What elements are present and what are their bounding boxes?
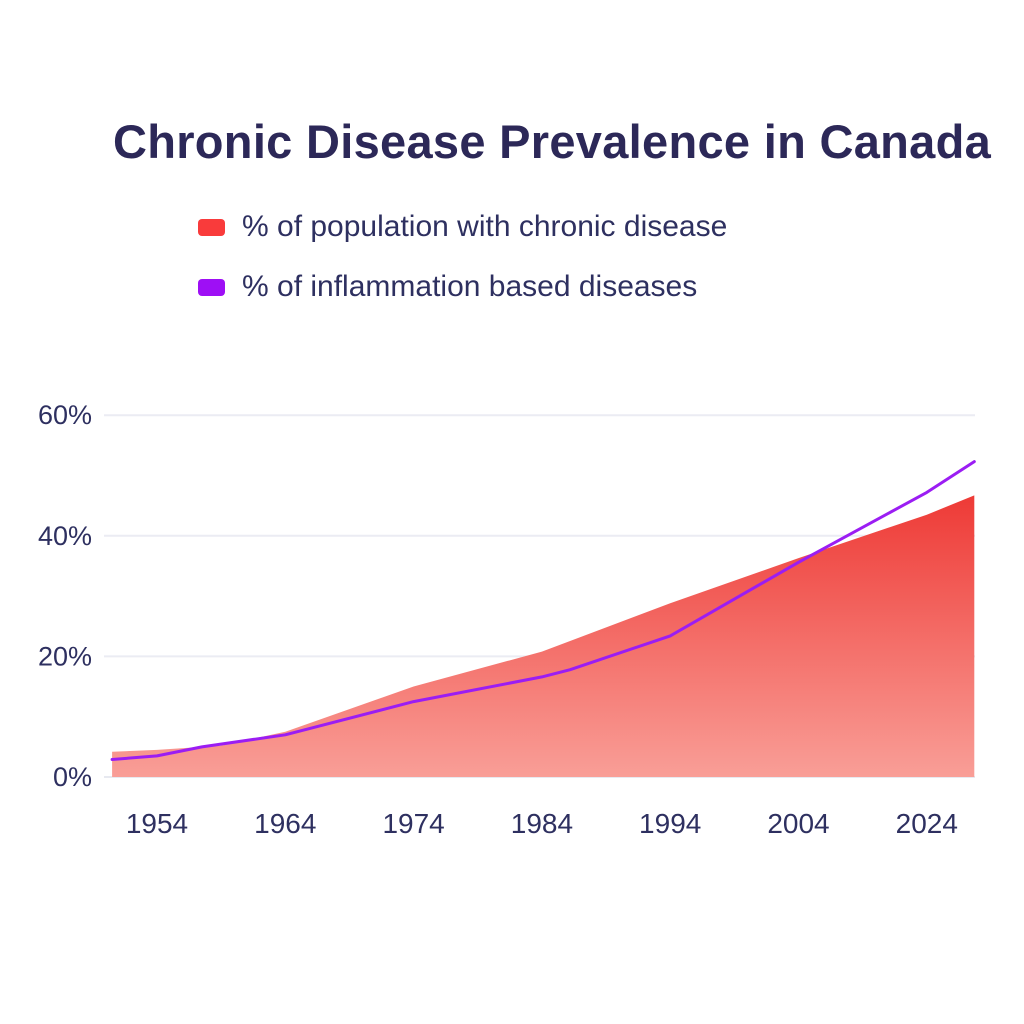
chart-title: Chronic Disease Prevalence in Canada: [112, 115, 992, 168]
x-axis-label-2004: 2004: [767, 808, 829, 839]
x-axis-label-1974: 1974: [382, 808, 444, 839]
series-area-chronic-disease: [112, 495, 975, 777]
legend-item-inflammation: % of inflammation based diseases: [198, 270, 727, 304]
x-axis-label-1994: 1994: [639, 808, 701, 839]
legend-label-chronic-disease: % of population with chronic disease: [242, 210, 728, 243]
y-axis-label-0%: 0%: [53, 762, 92, 792]
legend-swatch-red-icon: [198, 218, 225, 236]
legend-label-inflammation: % of inflammation based diseases: [242, 270, 698, 303]
y-axis-label-40%: 40%: [38, 521, 92, 551]
x-axis-label-2024: 2024: [896, 808, 958, 839]
y-axis-label-60%: 60%: [38, 400, 92, 430]
chart-legend: % of population with chronic disease % o…: [198, 210, 727, 304]
x-axis-label-1984: 1984: [511, 808, 573, 839]
x-axis-label-1964: 1964: [254, 808, 316, 839]
y-axis-label-20%: 20%: [38, 641, 92, 671]
x-axis-label-1954: 1954: [126, 808, 188, 839]
series-line-inflammation: [110, 460, 976, 761]
legend-item-chronic-disease: % of population with chronic disease: [198, 210, 727, 244]
legend-swatch-purple-icon: [198, 278, 225, 296]
